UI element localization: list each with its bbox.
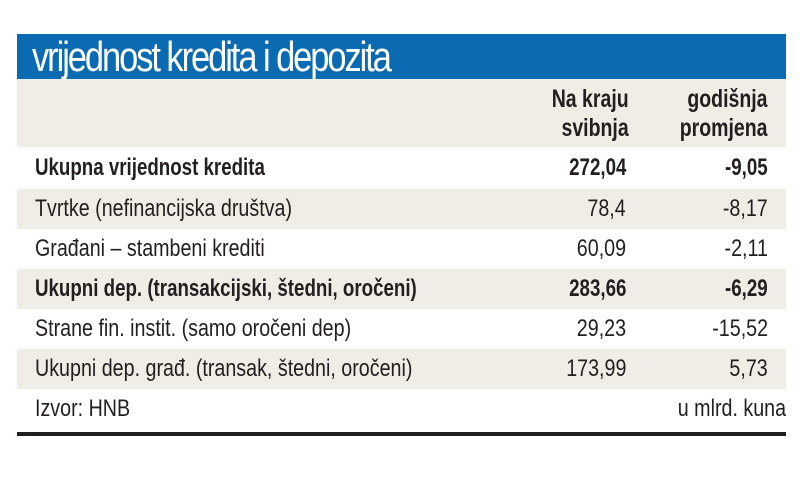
annual-change-value: 5,73 [729, 355, 768, 382]
table-row: Građani – stambeni krediti 60,09 -2,11 [17, 229, 786, 269]
end-of-may-value: 272,04 [568, 154, 626, 181]
end-of-may-value: 29,23 [576, 315, 626, 342]
row-label: Građani – stambeni krediti [35, 235, 265, 262]
table-row: Ukupni dep. (transakcijski, štedni, oroč… [17, 269, 786, 309]
table-row: Ukupni dep. građ. (transak, štedni, oroč… [17, 349, 786, 389]
header-line: promjena [680, 114, 768, 142]
end-of-may-value: 173,99 [565, 355, 626, 382]
annual-change-value: -2,11 [724, 235, 768, 262]
row-label: Tvrtke (nefinancijska društva) [35, 195, 293, 222]
annual-change-value: -6,29 [725, 275, 768, 302]
row-label: Ukupni dep. građ. (transak, štedni, oroč… [35, 355, 413, 382]
header-line: svibnja [561, 114, 629, 142]
row-label: Strane fin. instit. (samo oročeni dep) [35, 315, 352, 342]
table-row: Ukupna vrijednost kredita 272,04 -9,05 [17, 147, 786, 189]
column-header-row: Na kraju svibnja godišnja promjena [17, 79, 786, 147]
header-line: godišnja [687, 85, 768, 113]
table-row: Strane fin. instit. (samo oročeni dep) 2… [17, 309, 786, 349]
annual-change-value: -15,52 [712, 315, 768, 342]
column-header-end-of-may: Na kraju svibnja [530, 85, 629, 143]
table-title: vrijednost kredita i depozita [32, 34, 392, 79]
header-line: Na kraju [552, 85, 629, 113]
end-of-may-value: 60,09 [576, 235, 626, 262]
table-title-bar: vrijednost kredita i depozita [17, 34, 786, 79]
source-note: Izvor: HNB [35, 395, 131, 422]
table-row: Tvrtke (nefinancijska društva) 78,4 -8,1… [17, 189, 786, 229]
data-table: vrijednost kredita i depozita Na kraju s… [17, 34, 786, 436]
end-of-may-value: 283,66 [568, 275, 626, 302]
row-label: Ukupni dep. (transakcijski, štedni, oroč… [35, 275, 417, 302]
annual-change-value: -9,05 [725, 154, 768, 181]
unit-note: u mlrd. kuna [677, 395, 786, 422]
end-of-may-value: 78,4 [587, 195, 626, 222]
table-footer: Izvor: HNB u mlrd. kuna [17, 389, 786, 429]
annual-change-value: -8,17 [723, 195, 768, 222]
bottom-rule [17, 432, 786, 436]
row-label: Ukupna vrijednost kredita [35, 154, 265, 181]
column-header-annual-change: godišnja promjena [655, 85, 768, 143]
